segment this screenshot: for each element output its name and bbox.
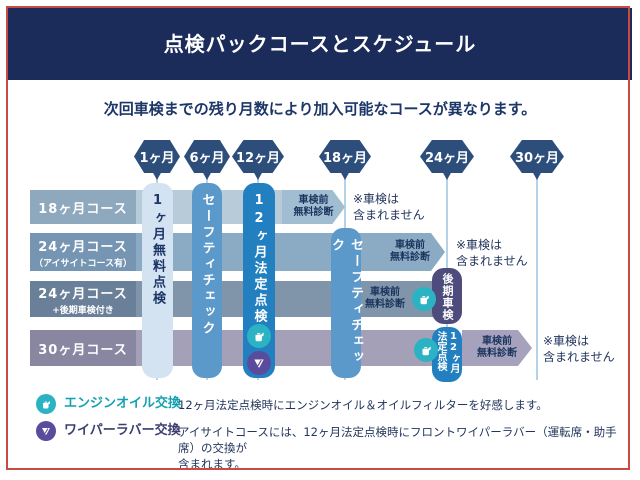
subtitle-text: 次回車検までの残り月数により加入可能なコースが異なります。: [103, 100, 537, 118]
checkpoint-label: 12ヶ月法定点検: [251, 193, 267, 325]
wiper-rubber-icon: [247, 351, 271, 375]
course-label: 30ヶ月コース: [38, 342, 128, 358]
course-sublabel: （アイサイトコース有）: [33, 258, 133, 269]
checkpoint-bar-12month-legal: 12ヶ月法定点検: [243, 183, 275, 378]
month-marker-6: 6ヶ月: [184, 140, 230, 173]
pre-inspection-text-row3: 車検前 無料診断: [365, 287, 405, 310]
engine-oil-icon: [36, 394, 56, 414]
arrow-label: 車検前 無料診断: [293, 195, 334, 218]
pre-inspection-arrow-row2: 車検前 無料診断: [375, 233, 445, 271]
checkpoint-label: 12ヶ月 法定点検: [435, 331, 459, 373]
arrow-label: 車検前 無料診断: [390, 240, 430, 263]
guide-line-30month: [536, 178, 538, 380]
engine-oil-icon: [414, 338, 438, 362]
month-marker-6-pointer-icon: [202, 171, 212, 180]
month-marker-24-pointer-icon: [442, 171, 452, 180]
checkpoint-label: セーフティチェック: [329, 238, 363, 366]
course-row-18month-label: 18ヶ月コース: [30, 190, 136, 224]
legend-desc: 12ヶ月法定点検時にエンジンオイル＆オイルフィルターを好感します。: [178, 398, 548, 412]
wiper-glyph-icon: [42, 428, 50, 435]
month-marker-18: 18ヶ月: [319, 140, 371, 173]
oil-can-glyph-icon: [43, 401, 50, 409]
month-marker-30-pointer-icon: [532, 171, 542, 180]
month-marker-18-pointer-icon: [340, 171, 350, 180]
legend-wiper-rubber: ワイパーラバー交換: [36, 421, 181, 441]
page-title: 点検パックコースとスケジュール: [163, 32, 477, 56]
month-marker-12-pointer-icon: [253, 171, 263, 180]
pre-inspection-arrow-row4: 車検前 無料診断: [462, 330, 532, 366]
month-marker-1: 1ヶ月: [134, 140, 180, 173]
course-row-24month-label: 24ヶ月コース （アイサイトコース有）: [30, 233, 136, 271]
oil-can-glyph-icon: [420, 295, 429, 305]
month-marker-1-pointer-icon: [152, 171, 162, 180]
legend-desc: アイサイトコースには、12ヶ月法定点検時にフロントワイパーラバー（運転席・助手席…: [178, 425, 617, 471]
engine-oil-icon: [247, 324, 271, 348]
checkpoint-label: セーフティチェック: [199, 193, 215, 337]
legend-label: ワイパーラバー交換: [64, 423, 181, 438]
course-label: 18ヶ月コース: [38, 201, 128, 217]
engine-oil-icon: [412, 287, 436, 311]
course-row-24month-late-label: 24ヶ月コース +後期車検付き: [30, 281, 136, 317]
wiper-rubber-icon: [36, 421, 56, 441]
wiper-glyph-icon: [254, 359, 264, 368]
arrow-label: 車検前 無料診断: [477, 336, 517, 359]
checkpoint-bar-safety-check-2: セーフティチェック: [329, 228, 363, 378]
course-sublabel: +後期車検付き: [52, 305, 114, 316]
checkpoint-bar-late-inspection: 後期車検: [432, 268, 462, 324]
no-shaken-note-row4: ※車検は 含まれません: [543, 334, 615, 364]
course-label: 24ヶ月コース: [38, 239, 128, 255]
no-shaken-note-row2: ※車検は 含まれません: [456, 238, 528, 268]
checkpoint-bar-safety-check-1: セーフティチェック: [192, 183, 222, 378]
legend-engine-oil: エンジンオイル交換: [36, 394, 181, 414]
oil-can-glyph-icon: [422, 346, 431, 356]
course-row-30month-label: 30ヶ月コース: [30, 330, 136, 366]
month-marker-30: 30ヶ月: [510, 140, 564, 173]
checkpoint-label: 後期車検: [441, 273, 454, 321]
no-shaken-note-row1: ※車検は 含まれません: [353, 192, 425, 222]
header-band: 点検パックコースとスケジュール: [8, 8, 632, 80]
pre-inspection-arrow-row1: 車検前 無料診断: [282, 190, 345, 224]
course-label: 24ヶ月コース: [38, 286, 128, 302]
checkpoint-label: 1ヶ月無料点検: [150, 193, 165, 307]
month-marker-12: 12ヶ月: [232, 140, 284, 173]
month-marker-24: 24ヶ月: [420, 140, 474, 173]
oil-can-glyph-icon: [255, 332, 264, 342]
legend-label: エンジンオイル交換: [64, 396, 182, 411]
checkpoint-bar-1month-free: 1ヶ月無料点検: [142, 183, 173, 378]
